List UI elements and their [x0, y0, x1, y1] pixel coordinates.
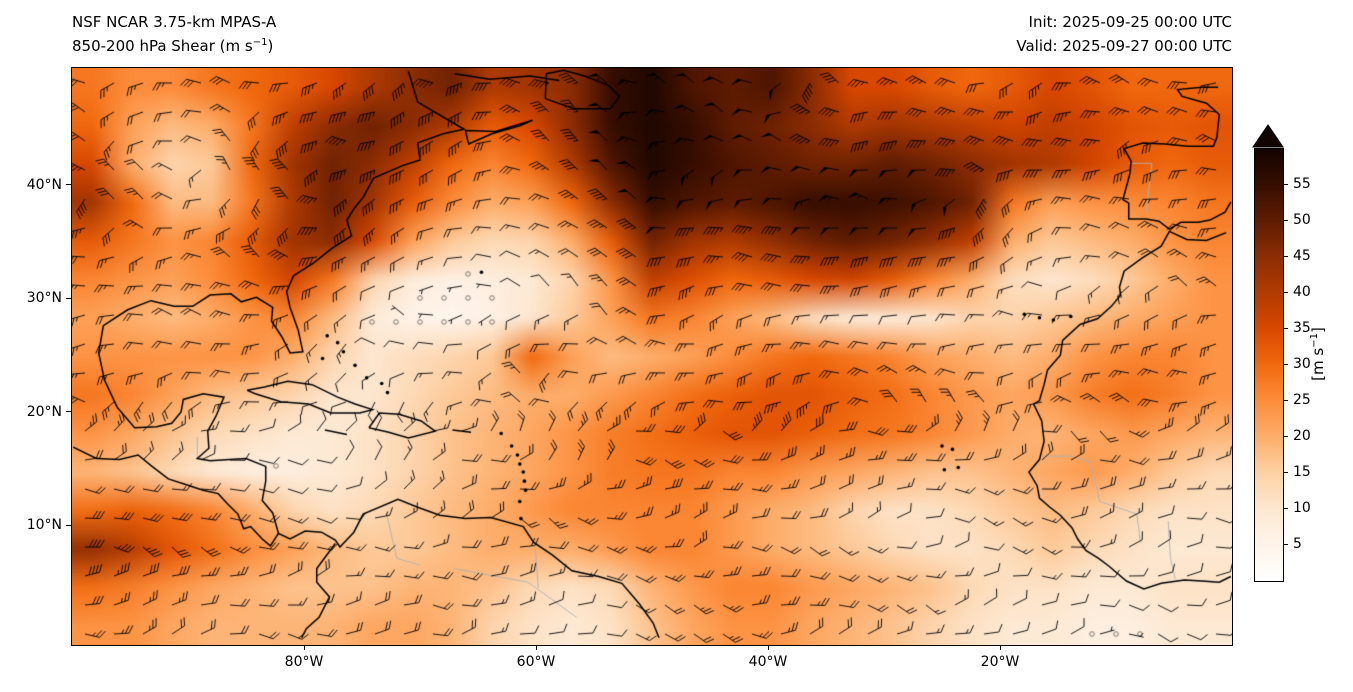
colorbar-tick-mark [1283, 327, 1288, 329]
y-tick-label: 20°N [26, 403, 62, 420]
title-units-close: ) [267, 37, 274, 55]
map-canvas [72, 68, 1232, 645]
y-tick-mark [66, 297, 71, 299]
y-tick-mark [66, 184, 71, 186]
colorbar-tick-mark [1283, 363, 1288, 365]
colorbar-tick-mark [1283, 507, 1288, 509]
colorbar-gradient [1254, 148, 1284, 582]
colorbar-tick-label: 30 [1293, 356, 1311, 372]
colorbar-tick-mark [1283, 399, 1288, 401]
colorbar-units-text: [m s [1309, 347, 1327, 381]
x-tick-label: 80°W [284, 654, 324, 670]
colorbar-tick-label: 25 [1293, 392, 1311, 408]
colorbar-tick-mark [1283, 471, 1288, 473]
plot-title-line2: 850-200 hPa Shear (m s−1) [72, 34, 276, 58]
colorbar-tick-label: 5 [1293, 536, 1302, 552]
y-tick-mark [66, 411, 71, 413]
colorbar-tick-label: 55 [1293, 176, 1311, 192]
colorbar-tick-label: 35 [1293, 320, 1311, 336]
colorbar-tick-mark [1283, 183, 1288, 185]
colorbar-tick-mark [1283, 543, 1288, 545]
colorbar-tick-mark [1283, 435, 1288, 437]
colorbar-tick-label: 10 [1293, 500, 1311, 516]
y-tick-label: 30°N [26, 290, 62, 307]
colorbar-tick-label: 50 [1293, 212, 1311, 228]
x-tick-mark [535, 645, 537, 650]
x-tick-mark [999, 645, 1001, 650]
x-tick-label: 60°W [516, 654, 556, 670]
y-tick-label: 40°N [26, 176, 62, 193]
colorbar-tick-label: 20 [1293, 428, 1311, 444]
x-tick-label: 20°W [980, 654, 1020, 670]
valid-time: Valid: 2025-09-27 00:00 UTC [1016, 37, 1232, 55]
map-frame [71, 67, 1233, 646]
colorbar-tick-mark [1283, 291, 1288, 293]
colorbar-tick-label: 15 [1293, 464, 1311, 480]
run-info: Init: 2025-09-25 00:00 UTC Valid: 2025-0… [1016, 10, 1232, 58]
x-tick-mark [767, 645, 769, 650]
y-tick-label: 10°N [26, 517, 62, 534]
x-tick-label: 40°W [748, 654, 788, 670]
plot-title-line1: NSF NCAR 3.75-km MPAS-A [72, 13, 277, 31]
colorbar-tick-mark [1283, 219, 1288, 221]
plot-title: NSF NCAR 3.75-km MPAS-A 850-200 hPa Shea… [72, 10, 276, 58]
colorbar-tick-mark [1283, 255, 1288, 257]
x-tick-mark [303, 645, 305, 650]
y-tick-mark [66, 524, 71, 526]
colorbar-tick-label: 40 [1293, 284, 1311, 300]
title-variable-text: 850-200 hPa Shear (m s [72, 37, 253, 55]
colorbar-label: [m s−1] [1309, 327, 1327, 381]
colorbar-tick-label: 45 [1293, 248, 1311, 264]
colorbar-units-close: ] [1309, 327, 1327, 334]
colorbar-extend-arrow [1252, 124, 1284, 152]
init-time: Init: 2025-09-25 00:00 UTC [1028, 13, 1232, 31]
title-superscript: −1 [252, 37, 268, 48]
